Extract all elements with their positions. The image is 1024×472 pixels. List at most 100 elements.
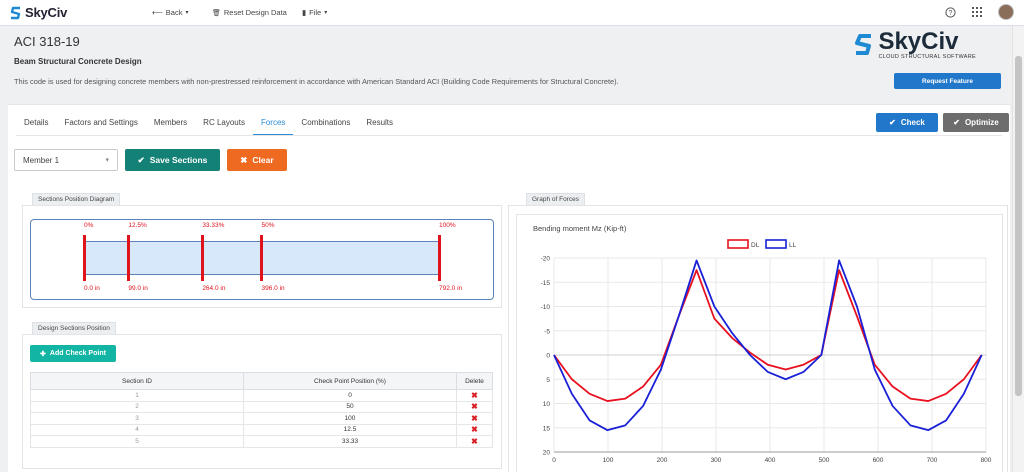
- tab-details[interactable]: Details: [24, 118, 49, 127]
- section-id-cell: 3: [30, 412, 244, 425]
- y-tick-label: 15: [543, 425, 551, 432]
- delete-cell: ✖: [456, 412, 493, 425]
- tab-combinations[interactable]: Combinations: [301, 118, 351, 127]
- trash-icon: 🗑: [212, 9, 221, 17]
- brand-name: SkyCiv: [878, 28, 959, 55]
- skyciv-logo[interactable]: SkyCiv: [10, 5, 67, 20]
- file-menu[interactable]: ▮ File ▾: [302, 8, 327, 17]
- delete-x-icon[interactable]: ✖: [471, 413, 478, 423]
- section-marker: [82, 235, 86, 281]
- position-cell[interactable]: 0: [243, 389, 457, 402]
- column-header-delete: Delete: [456, 372, 493, 390]
- section-percent-label: 0%: [84, 222, 94, 229]
- skyciv-logo-icon: [855, 34, 872, 55]
- x-tick-label: 100: [603, 457, 614, 464]
- clear-button[interactable]: ✖ Clear: [227, 149, 287, 171]
- check-button[interactable]: ✔ Check: [876, 113, 938, 132]
- legend-label: DL: [751, 242, 760, 249]
- design-sections-label: Design Sections Position: [32, 322, 116, 334]
- member-select[interactable]: Member 1 ▾: [14, 149, 118, 171]
- optimize-label: Optimize: [964, 118, 999, 127]
- plus-icon: ✚: [40, 350, 46, 358]
- section-percent-label: 100%: [439, 222, 456, 229]
- checkmark-icon: ✔: [953, 118, 960, 127]
- table-row: 2 50 ✖: [30, 400, 493, 413]
- tab-rc-layouts[interactable]: RC Layouts: [203, 118, 245, 127]
- y-tick-label: 0: [546, 353, 550, 360]
- clear-label: Clear: [252, 155, 274, 165]
- page-title: ACI 318-19: [14, 34, 80, 49]
- chart-title: Bending moment Mz (Kip-ft): [533, 224, 627, 233]
- x-tick-label: 600: [873, 457, 884, 464]
- vertical-scrollbar[interactable]: [1012, 26, 1024, 472]
- delete-x-icon[interactable]: ✖: [471, 425, 478, 435]
- section-id-cell: 2: [30, 400, 244, 413]
- section-position-label: 792.0 in: [439, 285, 463, 292]
- y-tick-label: -5: [544, 328, 550, 335]
- table-row: 1 0 ✖: [30, 389, 493, 402]
- bending-moment-chart: 0 100 200 300 400 500 600 700 800 -20 -15 -10 -5 0 5 10…: [541, 239, 992, 464]
- skyciv-logo-icon: [10, 6, 21, 19]
- delete-cell: ✖: [456, 423, 493, 436]
- back-arrow-icon: ⟵: [152, 8, 163, 17]
- table-row: 5 33.33 ✖: [30, 435, 493, 448]
- section-position-label: 0.0 in: [84, 285, 100, 292]
- x-tick-label: 0: [552, 457, 556, 464]
- chevron-down-icon: ▾: [185, 10, 189, 16]
- section-id-cell: 1: [30, 389, 244, 402]
- main-panel: Details Factors and Settings Members RC …: [8, 104, 1010, 472]
- optimize-button[interactable]: ✔ Optimize: [943, 113, 1009, 132]
- add-check-point-button[interactable]: ✚ Add Check Point: [30, 345, 116, 362]
- file-label: File: [309, 8, 322, 17]
- save-sections-button[interactable]: ✔ Save Sections: [125, 149, 220, 171]
- page-description: This code is used for designing concrete…: [14, 77, 619, 86]
- section-percent-label: 50%: [261, 222, 275, 229]
- add-check-point-label: Add Check Point: [49, 350, 106, 357]
- caret-down-icon: ▾: [105, 157, 109, 164]
- delete-x-icon[interactable]: ✖: [471, 390, 478, 400]
- brand-logo: SkyCiv CLOUD STRUCTURAL SOFTWARE: [854, 30, 976, 60]
- brand-tagline: CLOUD STRUCTURAL SOFTWARE: [878, 54, 976, 60]
- section-marker: [200, 235, 204, 281]
- x-tick-label: 300: [711, 457, 722, 464]
- section-position-label: 396.0 in: [261, 285, 285, 292]
- y-tick-label: -15: [541, 280, 551, 287]
- logo-text: SkyCiv: [25, 5, 68, 20]
- legend-swatch: [765, 239, 787, 249]
- legend-label: LL: [789, 242, 797, 249]
- tab-forces[interactable]: Forces: [252, 114, 294, 136]
- position-cell[interactable]: 100: [243, 412, 457, 425]
- x-tick-label: 400: [765, 457, 776, 464]
- help-icon[interactable]: ?: [945, 6, 956, 18]
- sections-diagram-label: Sections Position Diagram: [32, 193, 121, 205]
- x-tick-label: 200: [657, 457, 668, 464]
- y-tick-label: 20: [543, 450, 551, 457]
- delete-x-icon[interactable]: ✖: [471, 402, 478, 412]
- y-tick-label: -20: [541, 256, 551, 263]
- tabs-divider: [16, 135, 1002, 136]
- series-line-dl: [553, 269, 983, 402]
- sections-diagram-frame: [30, 219, 494, 300]
- position-cell[interactable]: 33.33: [243, 435, 457, 448]
- position-cell[interactable]: 12.5: [243, 423, 457, 436]
- tab-members[interactable]: Members: [153, 118, 188, 127]
- back-menu[interactable]: ⟵ Back ▾: [152, 8, 188, 17]
- tab-factors-and-settings[interactable]: Factors and Settings: [64, 118, 138, 127]
- request-feature-button[interactable]: Request Feature: [894, 73, 1001, 89]
- chevron-down-icon: ▾: [324, 10, 328, 16]
- delete-cell: ✖: [456, 435, 493, 448]
- position-cell[interactable]: 50: [243, 400, 457, 413]
- section-percent-label: 33.33%: [202, 222, 225, 229]
- tab-results[interactable]: Results: [366, 118, 394, 127]
- section-position-label: 264.0 in: [202, 285, 226, 292]
- page-header: ACI 318-19 Beam Structural Concrete Desi…: [0, 26, 1012, 104]
- section-marker: [260, 235, 263, 281]
- column-header-position: Check Point Position (%): [243, 372, 457, 390]
- scrollbar-thumb[interactable]: [1015, 56, 1022, 396]
- checkmark-icon: ✔: [137, 154, 145, 165]
- reset-design-data-button[interactable]: 🗑 Reset Design Data: [212, 8, 287, 17]
- apps-grid-icon[interactable]: [972, 7, 982, 17]
- user-avatar[interactable]: [998, 4, 1014, 20]
- checkmark-icon: ✔: [889, 118, 896, 127]
- delete-x-icon[interactable]: ✖: [471, 436, 478, 446]
